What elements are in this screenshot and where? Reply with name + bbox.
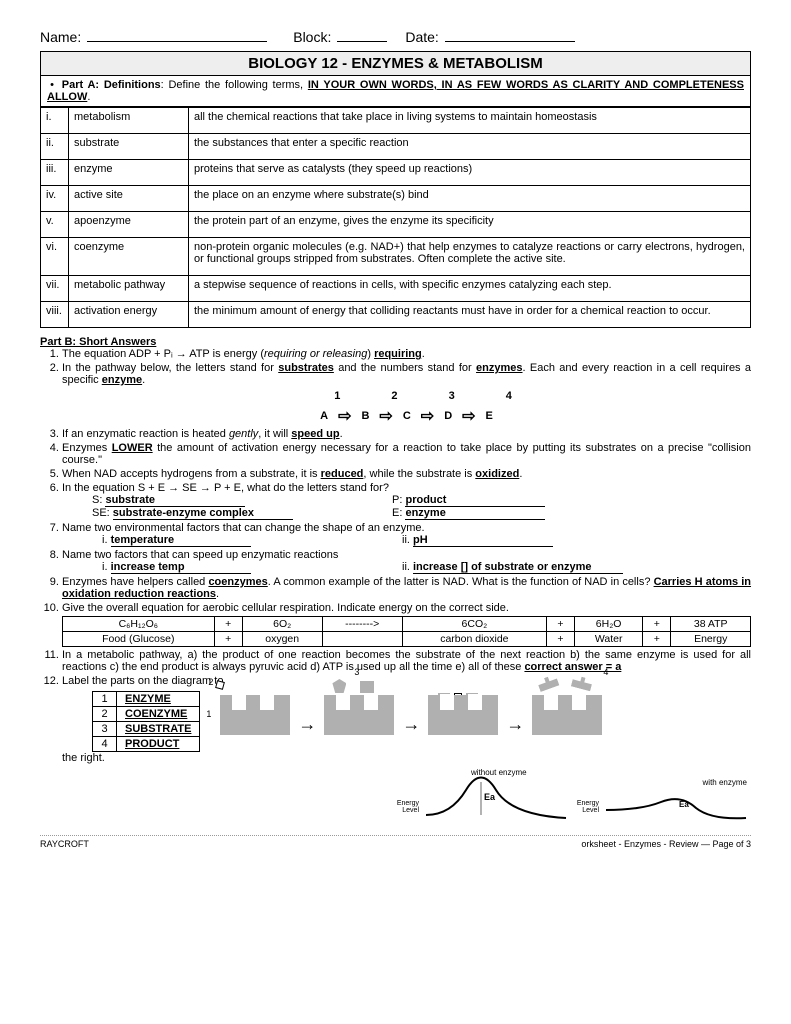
q4: Enzymes LOWER the amount of activation e… [62,442,751,466]
q11: In a metabolic pathway, a) the product o… [62,649,751,673]
q2: In the pathway below, the letters stand … [62,362,751,426]
energy-graphs: without enzyme Ea Energy Level with enzy… [40,770,751,825]
q8: Name two factors that can speed up enzym… [62,549,751,574]
date-blank[interactable] [445,28,575,42]
definitions-table: i.metabolismall the chemical reactions t… [40,107,751,328]
q1: The equation ADP + Pᵢ → ATP is energy (r… [62,348,751,360]
q5: When NAD accepts hydrogens from a substr… [62,468,751,480]
pathway-letters: A⇨ B⇨ C⇨ D⇨ E [62,406,751,426]
pathway-numbers: 1 2 3 4 [62,390,751,402]
part-b-title: Part B: Short Answers [40,336,751,348]
q3: If an enzymatic reaction is heated gentl… [62,428,751,440]
q9: Enzymes have helpers called coenzymes. A… [62,576,751,600]
worksheet-header: Name: Block: Date: [40,28,751,45]
respiration-table: C₆H₁₂O₆+6O₂-------->6CO₂+6H₂O+38 ATP Foo… [62,616,751,647]
block-blank[interactable] [337,28,387,42]
name-label: Name: [40,29,81,45]
footer-right: orksheet - Enzymes - Review — Page of 3 [581,839,751,849]
page-footer: RAYCROFT orksheet - Enzymes - Review — P… [40,835,751,849]
q12: Label the parts on the diagram to 1ENZYM… [62,675,751,764]
part-a-instructions: • Part A: Definitions: Define the follow… [40,76,751,107]
q7: Name two environmental factors that can … [62,522,751,547]
footer-left: RAYCROFT [40,839,89,849]
name-blank[interactable] [87,28,267,42]
part-b-list: The equation ADP + Pᵢ → ATP is energy (r… [40,348,751,764]
block-label: Block: [293,29,331,45]
q10: Give the overall equation for aerobic ce… [62,602,751,647]
q6: In the equation S + E → SE → P + E, what… [62,482,751,520]
label-table: 1ENZYME2COENZYME3SUBSTRATE4PRODUCT [92,691,200,752]
page-title: BIOLOGY 12 - ENZYMES & METABOLISM [40,51,751,76]
enzyme-diagram: 2 1 → 3 → → [220,695,602,735]
date-label: Date: [405,29,438,45]
